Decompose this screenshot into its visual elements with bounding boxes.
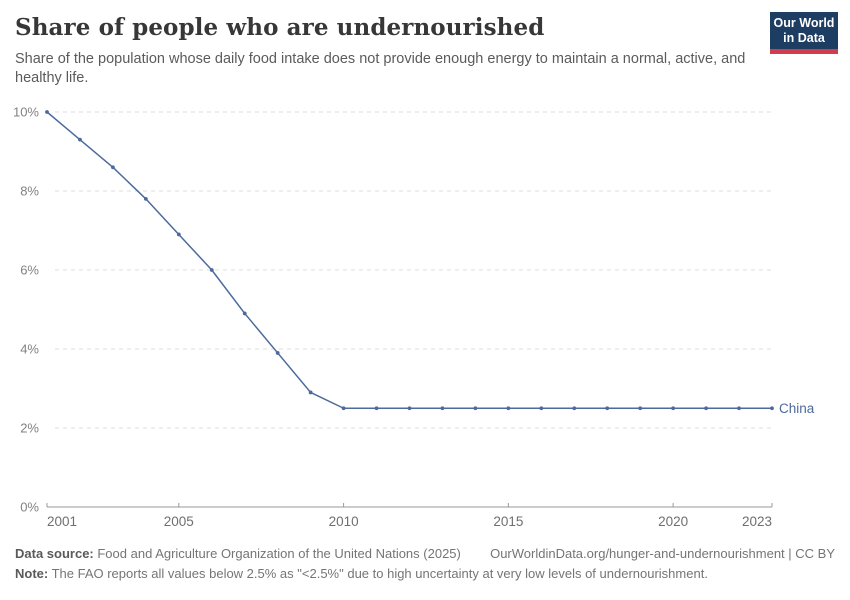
line-chart-canvas[interactable]: 0% 2% 4% 6% 8% 10% 2001 2005 2010 2015 2020 2023 Chi…	[0, 95, 850, 535]
data-source-line: Data source: Food and Agriculture Organi…	[15, 544, 461, 564]
note-label: Note:	[15, 566, 49, 581]
note-line: Note: The FAO reports all values below 2…	[15, 564, 835, 584]
chart-area[interactable]: 0% 2% 4% 6% 8% 10% 2001 2005 2010 2015 2020 2023 Chi…	[0, 95, 850, 535]
owid-logo[interactable]: Our World in Data	[770, 12, 838, 54]
data-point	[275, 351, 280, 355]
y-tick-label: 4%	[20, 342, 39, 357]
x-tick-label: 2020	[658, 514, 688, 529]
data-point	[341, 406, 346, 411]
y-tick-label: 0%	[20, 500, 39, 515]
page-title: Share of people who are undernourished	[15, 14, 545, 41]
y-tick-label: 6%	[20, 263, 39, 278]
x-tick-label: 2001	[47, 514, 77, 529]
data-point	[176, 232, 181, 237]
data-line	[46, 111, 772, 409]
data-source-text: Food and Agriculture Organization of the…	[93, 546, 461, 561]
y-tick-label: 2%	[20, 421, 39, 436]
data-point	[78, 137, 82, 142]
data-point	[242, 311, 247, 316]
data-point	[539, 406, 544, 411]
x-tick-label: 2010	[329, 514, 359, 529]
data-point	[45, 110, 49, 114]
chart-subtitle: Share of the population whose daily food…	[15, 51, 746, 86]
data-point	[308, 390, 313, 395]
chart-header: Share of people who are undernourished S…	[15, 14, 835, 88]
owid-logo-red-bar	[770, 49, 838, 54]
x-tick-label: 2015	[493, 514, 523, 529]
data-point	[704, 406, 708, 411]
chart-footer: Data source: Food and Agriculture Organi…	[15, 544, 835, 584]
data-point	[737, 406, 741, 411]
chart-url-link[interactable]: OurWorldinData.org/hunger-and-undernouri…	[490, 546, 835, 561]
owid-logo-text: Our World in Data	[770, 12, 838, 49]
data-point	[143, 197, 148, 201]
data-point	[440, 406, 445, 411]
data-point	[209, 268, 214, 272]
data-source-label: Data source:	[15, 546, 94, 561]
data-point	[572, 406, 577, 411]
series-label: China	[779, 401, 815, 416]
owid-logo-line2: in Data	[783, 31, 825, 45]
data-point	[374, 406, 379, 411]
data-point	[407, 406, 412, 411]
x-tick-label: 2005	[164, 514, 194, 529]
x-tick-label: 2023	[742, 514, 772, 529]
note-text: The FAO reports all values below 2.5% as…	[48, 566, 708, 581]
data-point	[770, 406, 774, 411]
data-point	[506, 406, 511, 411]
data-point	[605, 406, 610, 411]
owid-logo-line1: Our World	[773, 16, 835, 30]
y-tick-label: 8%	[20, 184, 39, 199]
data-point	[638, 406, 643, 411]
y-tick-label: 10%	[13, 105, 39, 120]
data-point	[473, 406, 478, 411]
data-point	[671, 406, 676, 411]
data-point	[111, 165, 115, 170]
